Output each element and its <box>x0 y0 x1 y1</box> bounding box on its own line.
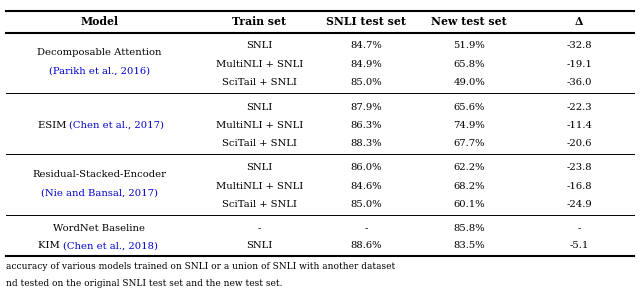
Text: Residual-Stacked-Encoder: Residual-Stacked-Encoder <box>32 170 166 179</box>
Text: SNLI: SNLI <box>246 241 273 250</box>
Text: -22.3: -22.3 <box>566 102 592 112</box>
Text: 51.9%: 51.9% <box>453 41 485 50</box>
Text: 68.2%: 68.2% <box>453 181 485 191</box>
Text: (Parikh et al., 2016): (Parikh et al., 2016) <box>49 66 150 75</box>
Text: Model: Model <box>80 16 118 27</box>
Text: 87.9%: 87.9% <box>350 102 382 112</box>
Text: 84.7%: 84.7% <box>350 41 382 50</box>
Text: accuracy of various models trained on SNLI or a union of SNLI with another datas: accuracy of various models trained on SN… <box>6 262 396 271</box>
Text: KIM: KIM <box>38 241 63 250</box>
Text: -5.1: -5.1 <box>570 241 589 250</box>
Text: 88.3%: 88.3% <box>350 139 382 148</box>
Text: SNLI: SNLI <box>246 41 273 50</box>
Text: (Chen et al., 2017): (Chen et al., 2017) <box>69 121 164 130</box>
Text: -23.8: -23.8 <box>566 163 592 172</box>
Text: 83.5%: 83.5% <box>453 241 485 250</box>
Text: Decomposable Attention: Decomposable Attention <box>37 48 161 57</box>
Text: 86.0%: 86.0% <box>350 163 382 172</box>
Text: 74.9%: 74.9% <box>453 121 485 130</box>
Text: 67.7%: 67.7% <box>453 139 485 148</box>
Text: 65.6%: 65.6% <box>453 102 485 112</box>
Text: -11.4: -11.4 <box>566 121 592 130</box>
Text: SciTail + SNLI: SciTail + SNLI <box>222 78 296 87</box>
Text: (Nie and Bansal, 2017): (Nie and Bansal, 2017) <box>41 188 157 197</box>
Text: MultiNLI + SNLI: MultiNLI + SNLI <box>216 121 303 130</box>
Text: Train set: Train set <box>232 16 286 27</box>
Text: MultiNLI + SNLI: MultiNLI + SNLI <box>216 60 303 69</box>
Text: 85.0%: 85.0% <box>350 78 382 87</box>
Text: 88.6%: 88.6% <box>350 241 382 250</box>
Text: New test set: New test set <box>431 16 507 27</box>
Text: ESIM: ESIM <box>38 121 69 130</box>
Text: 49.0%: 49.0% <box>453 78 485 87</box>
Text: MultiNLI + SNLI: MultiNLI + SNLI <box>216 181 303 191</box>
Text: -16.8: -16.8 <box>566 181 592 191</box>
Text: 86.3%: 86.3% <box>350 121 382 130</box>
Text: 84.9%: 84.9% <box>350 60 382 69</box>
Text: 84.6%: 84.6% <box>350 181 382 191</box>
Text: -20.6: -20.6 <box>566 139 592 148</box>
Text: nd tested on the original SNLI test set and the new test set.: nd tested on the original SNLI test set … <box>6 279 283 288</box>
Text: -: - <box>364 224 368 233</box>
Text: -: - <box>577 224 581 233</box>
Text: -36.0: -36.0 <box>566 78 592 87</box>
Text: -32.8: -32.8 <box>566 41 592 50</box>
Text: SciTail + SNLI: SciTail + SNLI <box>222 139 296 148</box>
Text: 85.0%: 85.0% <box>350 200 382 209</box>
Text: -24.9: -24.9 <box>566 200 592 209</box>
Text: -19.1: -19.1 <box>566 60 592 69</box>
Text: SNLI: SNLI <box>246 163 273 172</box>
Text: WordNet Baseline: WordNet Baseline <box>53 224 145 233</box>
Text: 62.2%: 62.2% <box>453 163 485 172</box>
Text: 60.1%: 60.1% <box>453 200 485 209</box>
Text: (Chen et al., 2018): (Chen et al., 2018) <box>63 241 157 250</box>
Text: SciTail + SNLI: SciTail + SNLI <box>222 200 296 209</box>
Text: -: - <box>257 224 261 233</box>
Text: Δ: Δ <box>575 16 584 27</box>
Text: 85.8%: 85.8% <box>453 224 485 233</box>
Text: SNLI test set: SNLI test set <box>326 16 406 27</box>
Text: 65.8%: 65.8% <box>453 60 485 69</box>
Text: SNLI: SNLI <box>246 102 273 112</box>
